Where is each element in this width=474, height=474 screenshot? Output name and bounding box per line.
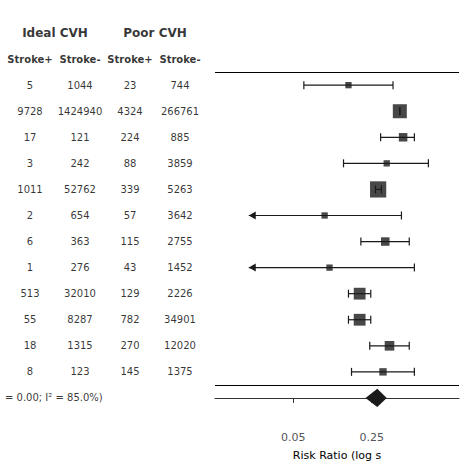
svg-text:Poor CVH: Poor CVH (123, 26, 187, 40)
svg-text:885: 885 (170, 132, 189, 143)
svg-text:18: 18 (24, 340, 37, 351)
svg-text:= 0.00; I² = 85.0%): = 0.00; I² = 85.0%) (5, 392, 103, 403)
svg-text:8287: 8287 (67, 314, 92, 325)
svg-text:Ideal CVH: Ideal CVH (22, 26, 88, 40)
svg-text:32010: 32010 (64, 288, 96, 299)
svg-text:57: 57 (124, 210, 137, 221)
svg-text:276: 276 (70, 262, 89, 273)
svg-text:6: 6 (27, 236, 33, 247)
svg-text:654: 654 (70, 210, 89, 221)
svg-text:43: 43 (124, 262, 137, 273)
svg-text:1044: 1044 (67, 80, 92, 91)
svg-text:129: 129 (120, 288, 139, 299)
svg-text:145: 145 (120, 366, 139, 377)
svg-text:5263: 5263 (167, 184, 192, 195)
svg-text:1375: 1375 (167, 366, 192, 377)
svg-text:12020: 12020 (164, 340, 196, 351)
svg-text:115: 115 (120, 236, 139, 247)
svg-text:363: 363 (70, 236, 89, 247)
svg-text:1: 1 (27, 262, 33, 273)
svg-text:744: 744 (170, 80, 189, 91)
svg-text:9728: 9728 (17, 106, 42, 117)
svg-text:121: 121 (70, 132, 89, 143)
svg-text:4324: 4324 (117, 106, 142, 117)
svg-text:339: 339 (120, 184, 139, 195)
svg-text:Stroke+: Stroke+ (107, 54, 152, 65)
svg-text:0.25: 0.25 (359, 431, 384, 444)
svg-text:2755: 2755 (167, 236, 192, 247)
svg-text:3642: 3642 (167, 210, 192, 221)
svg-text:0.05: 0.05 (281, 431, 306, 444)
svg-text:270: 270 (120, 340, 139, 351)
svg-text:5: 5 (27, 80, 33, 91)
svg-text:123: 123 (70, 366, 89, 377)
svg-text:1315: 1315 (67, 340, 92, 351)
svg-text:1452: 1452 (167, 262, 192, 273)
svg-text:2: 2 (27, 210, 33, 221)
svg-text:782: 782 (120, 314, 139, 325)
svg-text:Stroke-: Stroke- (59, 54, 100, 65)
svg-text:1424940: 1424940 (58, 106, 103, 117)
svg-text:88: 88 (124, 158, 137, 169)
svg-text:513: 513 (20, 288, 39, 299)
svg-text:55: 55 (24, 314, 37, 325)
svg-text:23: 23 (124, 80, 137, 91)
svg-text:52762: 52762 (64, 184, 96, 195)
svg-text:Stroke-: Stroke- (159, 54, 200, 65)
svg-text:3859: 3859 (167, 158, 192, 169)
svg-text:224: 224 (120, 132, 139, 143)
svg-text:242: 242 (70, 158, 89, 169)
svg-text:Stroke+: Stroke+ (7, 54, 52, 65)
svg-text:2226: 2226 (167, 288, 192, 299)
svg-text:3: 3 (27, 158, 33, 169)
svg-text:8: 8 (27, 366, 33, 377)
svg-text:1011: 1011 (17, 184, 42, 195)
svg-text:17: 17 (24, 132, 37, 143)
svg-text:34901: 34901 (164, 314, 196, 325)
svg-text:266761: 266761 (161, 106, 199, 117)
svg-text:Risk Ratio (log s: Risk Ratio (log s (293, 449, 382, 462)
